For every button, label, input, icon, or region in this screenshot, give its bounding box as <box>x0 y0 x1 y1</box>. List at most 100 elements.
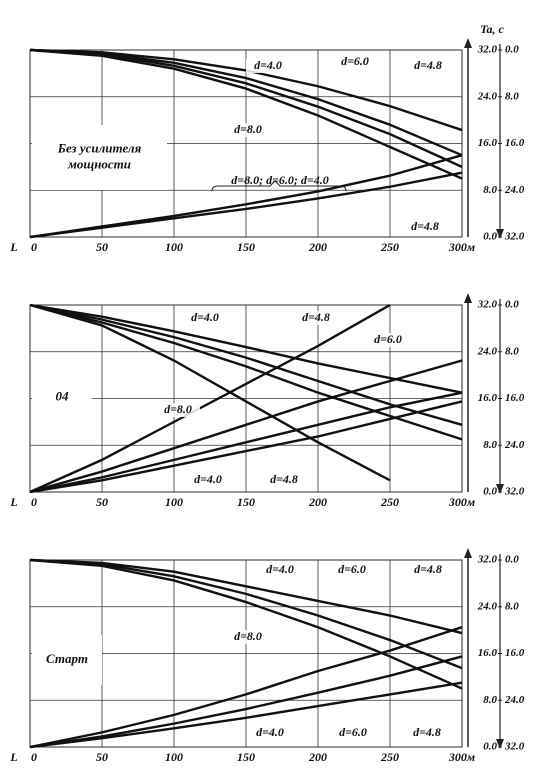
x-tick-label: 0 <box>31 240 37 254</box>
y-tick-label: 16.0 <box>478 392 498 404</box>
y2-tick-label: 0.0 <box>505 299 519 311</box>
curve <box>29 171 463 239</box>
x-axis-label: L <box>9 750 17 764</box>
y-tick-label: 0.0 <box>483 741 497 753</box>
y-tick-label: 8.0 <box>483 184 497 196</box>
x-tick-label: 150 <box>237 240 255 254</box>
annotation-bg <box>406 563 450 577</box>
curve <box>29 303 391 494</box>
x-tick-label: 100 <box>165 240 183 254</box>
y2-tick-label: 24.0 <box>504 439 525 451</box>
inset-label: Без усилителя <box>57 140 142 155</box>
y-axis-arrow <box>464 548 472 558</box>
y-tick-label: 8.0 <box>483 694 497 706</box>
curve <box>29 391 463 494</box>
annotation: d=4.8 <box>413 725 441 739</box>
inset-label: 04 <box>56 388 70 403</box>
x-axis-label: L <box>9 240 17 254</box>
y2-tick-label: 16.0 <box>505 647 525 659</box>
inset-box <box>32 125 167 190</box>
annotation-bg <box>183 311 227 325</box>
curve <box>29 558 463 670</box>
curve <box>29 48 463 168</box>
y2-tick-label: 24.0 <box>504 694 525 706</box>
annotation-bg <box>406 59 450 73</box>
annotation: d=4.8 <box>414 562 442 576</box>
y-tick-label: 24.0 <box>477 345 498 357</box>
annotation: d=4.0 <box>194 472 222 486</box>
annotation-bg <box>330 563 374 577</box>
x-tick-label: 200 <box>308 750 327 764</box>
y2-tick-label: 32.0 <box>504 486 525 498</box>
x-tick-label: 200 <box>308 495 327 509</box>
annotation: d=8.0 <box>234 629 262 643</box>
x-tick-label: 250 <box>380 495 399 509</box>
y2-tick-label: 8.0 <box>505 345 519 357</box>
annotation: d=4.0 <box>254 58 282 72</box>
inset-label: мощности <box>67 156 131 171</box>
y2-tick-label: 8.0 <box>505 90 519 102</box>
annotation: d=6.0 <box>341 54 369 68</box>
y2-axis-arrow <box>496 484 504 494</box>
curve <box>29 400 463 494</box>
annotation: d=8.0; d=6.0; d=4.0 <box>231 173 329 187</box>
annotation: d=6.0 <box>339 725 367 739</box>
x-tick-label: 300м <box>448 495 475 509</box>
annotation: d=4.0 <box>191 310 219 324</box>
annotation: d=4.8 <box>270 472 298 486</box>
curve <box>29 558 463 690</box>
x-tick-label: 50 <box>96 750 108 764</box>
y2-axis-arrow <box>496 739 504 749</box>
annotation: d=8.0 <box>234 122 262 136</box>
annotation-bg <box>403 220 447 234</box>
y2-tick-label: 16.0 <box>505 392 525 404</box>
x-tick-label: 100 <box>165 495 183 509</box>
inset-label: Старт <box>46 651 88 666</box>
annotation-bg <box>294 311 338 325</box>
inset-box <box>32 380 92 415</box>
x-tick-label: 150 <box>237 750 255 764</box>
curve <box>29 303 391 482</box>
curve <box>29 48 463 180</box>
y2-tick-label: 0.0 <box>505 554 519 566</box>
y2-axis-arrow <box>496 229 504 239</box>
annotation-bg <box>366 333 410 347</box>
x-tick-label: 0 <box>31 495 37 509</box>
x-tick-label: 50 <box>96 495 108 509</box>
y2-tick-label: 16.0 <box>505 137 525 149</box>
x-tick-label: 250 <box>380 750 399 764</box>
y-tick-label: 8.0 <box>483 439 497 451</box>
curve <box>29 303 463 441</box>
curve <box>29 626 463 749</box>
annotation-bg <box>258 174 302 188</box>
annotation-bg <box>226 123 270 137</box>
annotation-bg <box>156 403 200 417</box>
y2-tick-label: 32.0 <box>504 741 525 753</box>
annotation: d=6.0 <box>374 332 402 346</box>
y-tick-label: 24.0 <box>477 600 498 612</box>
x-tick-label: 250 <box>380 240 399 254</box>
annotation-bg <box>258 563 302 577</box>
y-tick-label: 32.0 <box>477 554 498 566</box>
x-tick-label: 300м <box>448 750 475 764</box>
y-tick-label: 16.0 <box>478 137 498 149</box>
inset-box <box>32 635 102 685</box>
y2-tick-label: 24.0 <box>504 184 525 196</box>
annotation-brace <box>211 180 347 192</box>
annotation: d=4.8 <box>302 310 330 324</box>
curve <box>29 359 463 494</box>
curve <box>29 303 463 426</box>
x-tick-label: 50 <box>96 240 108 254</box>
annotation-bg <box>186 473 230 487</box>
x-tick-label: 200 <box>308 240 327 254</box>
y-tick-label: 0.0 <box>483 486 497 498</box>
y-tick-label: 24.0 <box>477 90 498 102</box>
annotation: d=4.0 <box>256 725 284 739</box>
annotation: d=4.0 <box>266 562 294 576</box>
y2-tick-label: 32.0 <box>504 231 525 243</box>
annotation-bg <box>331 726 375 740</box>
y-axis-arrow <box>464 293 472 303</box>
annotation: d=4.8 <box>414 58 442 72</box>
y-tick-label: 0.0 <box>483 231 497 243</box>
